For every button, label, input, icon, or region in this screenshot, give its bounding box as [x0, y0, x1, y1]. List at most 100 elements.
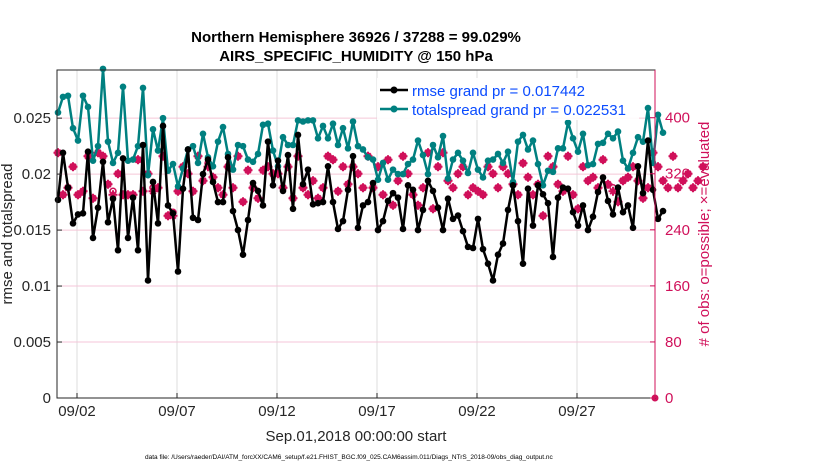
evaluated-marker-stroke	[464, 191, 472, 199]
totalspread-point	[359, 146, 367, 153]
totalspread-point	[559, 145, 567, 152]
totalspread-point	[374, 176, 382, 184]
totalspread-point	[544, 167, 552, 175]
totalspread-point	[299, 118, 307, 125]
totalspread-point	[239, 142, 247, 150]
evaluated-marker	[68, 162, 78, 172]
totalspread-point	[74, 137, 82, 144]
rmse-point	[199, 170, 207, 178]
rmse-point	[89, 234, 97, 242]
evaluated-marker	[398, 151, 408, 161]
rmse-point	[284, 151, 292, 159]
rmse-point	[634, 162, 642, 170]
evaluated-marker-stroke	[519, 159, 527, 167]
evaluated-marker-stroke	[99, 152, 107, 160]
totalspread-point	[604, 130, 612, 138]
rmse-point	[604, 197, 612, 205]
totalspread-point	[584, 161, 592, 169]
rmse-point	[189, 214, 197, 222]
evaluated-marker-stroke	[394, 177, 402, 185]
totalspread-point	[339, 124, 347, 132]
totalspread-point	[514, 138, 522, 145]
totalspread-point	[189, 142, 197, 150]
evaluated-marker	[663, 183, 673, 193]
evaluated-marker-stroke	[674, 184, 682, 192]
legend-totalspread-marker	[390, 105, 398, 113]
evaluated-marker-stroke	[59, 191, 67, 199]
evaluated-marker-stroke	[504, 170, 512, 178]
evaluated-marker-stroke	[624, 173, 632, 181]
rmse-point	[119, 155, 127, 162]
rmse-point	[124, 234, 132, 242]
totalspread-point	[369, 156, 377, 163]
totalspread-point	[429, 141, 437, 149]
evaluated-marker	[623, 172, 633, 182]
evaluated-marker-stroke	[359, 184, 367, 192]
rmse-point	[519, 260, 527, 267]
rmse-point	[444, 195, 452, 203]
totalspread-point	[614, 128, 622, 135]
rmse-point	[579, 202, 587, 209]
rmse-point	[494, 251, 502, 259]
evaluated-marker	[698, 162, 708, 172]
totalspread-point	[354, 142, 362, 150]
totalspread-point	[199, 130, 207, 138]
rmse-point	[149, 178, 157, 186]
evaluated-marker-stroke	[479, 191, 487, 199]
rmse-point	[564, 185, 572, 192]
totalspread-point	[109, 159, 117, 167]
evaluated-marker-stroke	[329, 156, 337, 164]
totalspread-point	[219, 123, 227, 131]
evaluated-marker-stroke	[664, 184, 672, 192]
rmse-point	[194, 216, 202, 224]
totalspread-point	[594, 140, 602, 148]
totalspread-point	[79, 92, 87, 100]
rmse-point	[174, 268, 182, 275]
rmse-point	[329, 198, 337, 206]
totalspread-point	[329, 120, 337, 128]
evaluated-marker	[333, 186, 343, 196]
rmse-point	[144, 277, 152, 284]
evaluated-marker	[433, 162, 443, 172]
rmse-point	[624, 202, 632, 209]
y-right-tick-label: 400	[665, 110, 690, 127]
evaluated-marker	[598, 155, 608, 165]
totalspread-point	[464, 169, 472, 177]
rmse-point	[584, 226, 592, 234]
rmse-point	[524, 185, 532, 192]
totalspread-point	[474, 166, 482, 173]
rmse-point	[74, 211, 82, 218]
rmse-point	[644, 137, 652, 144]
totalspread-point	[384, 176, 392, 184]
evaluated-marker	[673, 183, 683, 193]
rmse-point	[259, 202, 267, 209]
evaluated-marker	[388, 200, 398, 210]
rmse-point	[104, 218, 112, 226]
evaluated-marker	[323, 151, 333, 161]
totalspread-point	[289, 141, 297, 149]
evaluated-marker-stroke	[69, 163, 77, 171]
totalspread-point	[314, 134, 322, 142]
rmse-point	[469, 244, 477, 252]
rmse-point	[314, 199, 322, 207]
totalspread-point	[449, 156, 457, 163]
evaluated-marker	[383, 155, 393, 165]
totalspread-point	[84, 103, 92, 111]
y-right-tick-label: 80	[665, 334, 682, 351]
axes: 09/02 09/07 09/12 09/17 09/22 09/27 0 0.005 0.01…	[13, 110, 690, 420]
totalspread-point	[659, 129, 667, 136]
evaluated-marker-stroke	[474, 187, 482, 195]
totalspread-point	[539, 182, 547, 189]
totalspread-point	[424, 170, 432, 178]
rmse-point	[379, 217, 387, 225]
totalspread-point	[444, 175, 452, 182]
evaluated-marker-stroke	[244, 166, 252, 174]
evaluated-marker	[463, 190, 473, 200]
rmse-point	[574, 222, 582, 229]
evaluated-marker	[468, 183, 478, 193]
rmse-point	[179, 185, 187, 192]
evaluated-marker	[473, 186, 483, 196]
rmse-point	[374, 226, 382, 234]
rmse-point	[109, 195, 117, 203]
